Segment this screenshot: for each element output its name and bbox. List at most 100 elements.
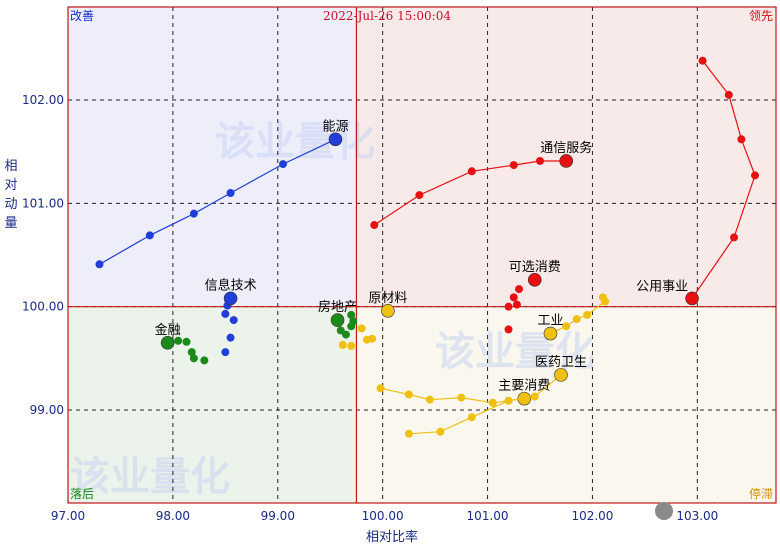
plot-border	[67, 6, 777, 504]
series-point-8-1	[601, 297, 610, 306]
series-6	[160, 336, 209, 365]
center-lines	[68, 7, 776, 503]
x-tick-label-5: 102.00	[571, 509, 613, 523]
quadrant-lagging	[68, 306, 357, 503]
series-point-1-1	[415, 191, 424, 200]
series-5	[330, 310, 358, 339]
series-point-9-1	[404, 390, 413, 399]
y-tick-label-2: 101.00	[22, 196, 64, 210]
series-head-point-0	[328, 132, 343, 147]
series-point-6-0	[200, 356, 209, 365]
series-point-6-3	[182, 337, 191, 346]
series-point-9-4	[488, 398, 497, 407]
series-3	[504, 272, 542, 334]
series-label-8: 工业	[537, 314, 563, 329]
y-axis-title-char-1: 对	[4, 178, 17, 193]
series-label-4: 信息技术	[205, 277, 257, 293]
series-10	[404, 368, 568, 438]
series-point-10-0	[404, 429, 413, 438]
series-point-5-3	[349, 317, 358, 326]
quadrant-weakening	[356, 306, 776, 503]
timestamp: 2022-Jul-26 15:00:04	[323, 9, 451, 23]
series-head-point-7	[381, 303, 395, 318]
series-head-point-6	[160, 336, 175, 350]
quadrant-label-weakening: 停滞	[749, 486, 773, 501]
series-point-1-2	[467, 167, 476, 176]
series-9	[376, 384, 532, 407]
series-point-7-0	[338, 340, 347, 349]
series-point-10-3	[504, 396, 513, 405]
series-point-7-1	[347, 341, 356, 350]
series-4	[221, 291, 238, 357]
quadrant-label-lagging: 落后	[70, 487, 94, 501]
series-label-9: 主要消费	[498, 379, 550, 394]
series-head-point-5	[330, 313, 345, 327]
series-line-0	[99, 138, 336, 265]
y-axis-title-char-0: 相	[4, 159, 17, 174]
series-point-4-1	[226, 333, 235, 342]
series-head-point-4	[223, 291, 238, 306]
series-point-9-2	[425, 395, 434, 404]
x-axis-title: 相对比率	[366, 529, 418, 545]
brand-badge: 木鱼交易	[655, 502, 742, 521]
series-point-5-4	[347, 310, 356, 319]
x-tick-label-4: 101.00	[467, 509, 509, 523]
series-line-10	[408, 374, 562, 435]
series-point-5-1	[336, 326, 345, 335]
series-point-0-2	[189, 209, 198, 218]
series-point-2-2	[737, 135, 746, 144]
series-point-7-4	[357, 324, 366, 333]
series-line-2	[691, 60, 756, 299]
series-point-6-1	[189, 354, 198, 363]
series-label-6: 金融	[155, 322, 181, 338]
series-label-0: 能源	[322, 119, 348, 134]
y-tick-label-3: 102.00	[22, 93, 64, 107]
series-point-1-0	[370, 221, 379, 230]
series-label-7: 原材料	[368, 291, 407, 306]
series-point-4-0	[221, 348, 230, 357]
y-axis-title-char-3: 量	[4, 216, 17, 231]
series-7	[338, 303, 395, 350]
y-tick-label-0: 99.00	[30, 403, 64, 417]
series-2	[685, 56, 760, 306]
x-tick-label-2: 99.00	[261, 509, 295, 523]
x-tick-label-3: 100.00	[362, 509, 404, 523]
series-point-1-3	[509, 161, 518, 170]
series-point-6-4	[174, 336, 183, 345]
series-point-8-4	[562, 322, 571, 331]
series-layer	[95, 56, 760, 438]
x-tick-label-6: 103.00	[676, 509, 718, 523]
quadrant-backgrounds	[68, 7, 776, 503]
series-point-3-3	[509, 293, 518, 302]
series-point-8-2	[583, 310, 592, 319]
series-label-2: 公用事业	[636, 279, 688, 294]
wechat-icon	[655, 502, 673, 520]
series-label-1: 通信服务	[540, 140, 592, 156]
series-line-1	[373, 160, 567, 226]
series-head-point-3	[527, 272, 542, 287]
series-point-9-3	[457, 393, 466, 402]
series-point-4-3	[221, 309, 230, 318]
series-point-10-4	[530, 392, 539, 401]
quadrant-improving	[68, 7, 357, 307]
watermark-0: 该业量化	[215, 119, 375, 165]
series-point-1-4	[536, 156, 544, 165]
series-point-2-3	[751, 171, 760, 180]
series-0	[95, 132, 343, 269]
series-label-3: 可选消费	[509, 260, 561, 275]
series-point-10-2	[467, 413, 476, 422]
series-head-point-8	[543, 326, 558, 341]
series-1	[370, 154, 574, 230]
series-point-10-1	[436, 427, 445, 436]
watermark-2: 该业量化	[70, 454, 230, 500]
watermark-1: 该业量化	[435, 329, 595, 375]
series-point-3-0	[504, 325, 513, 334]
series-point-3-1	[504, 302, 513, 311]
y-axis-title-char-2: 动	[4, 197, 17, 212]
series-point-9-0	[376, 384, 385, 393]
